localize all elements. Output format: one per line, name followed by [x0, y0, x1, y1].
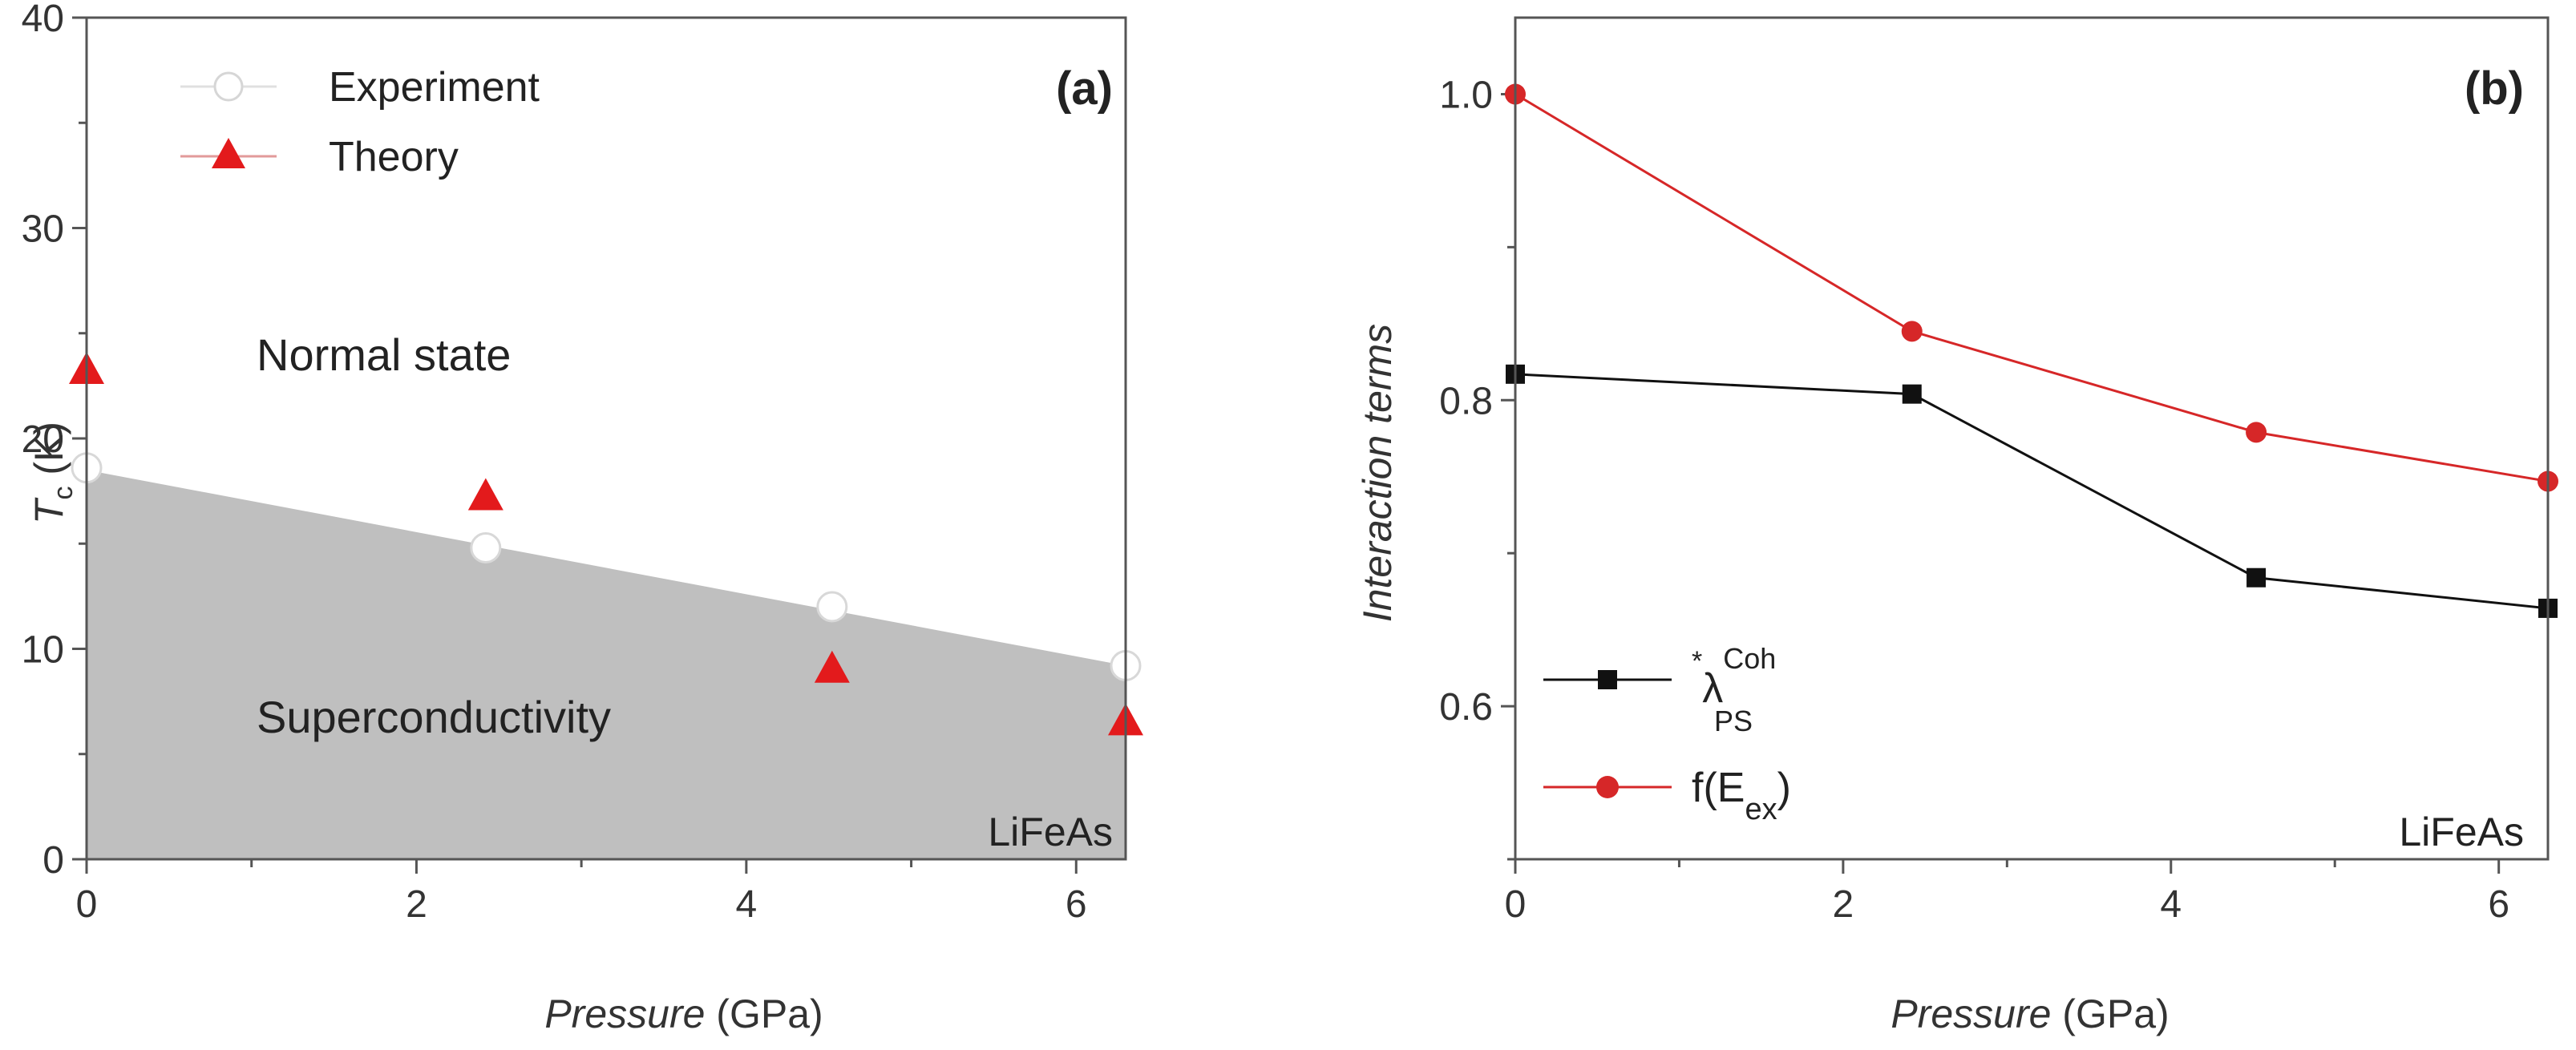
panel-a-sample-label: LiFeAs: [988, 810, 1113, 854]
panel-a-y-tick-label: 0: [42, 839, 64, 882]
panel-a-frame: [85, 16, 1127, 861]
f-eex-point: [1901, 321, 1923, 342]
panel-a-legend: Experiment Theory: [180, 64, 540, 180]
panel-b-x-tick-label: 0: [1505, 883, 1527, 926]
panel-a-x-ticks: 0 2 4 6: [76, 859, 1087, 926]
normal-state-annotation: Normal state: [257, 329, 511, 380]
panel-b: 0 2 4 6 0.6 0.8 1.0 (b) *λCoh PS f(Eex) LiFeAs…: [1355, 16, 2558, 1036]
panel-b-y-tick-label: 0.6: [1439, 686, 1493, 729]
panel-a-data-points: [69, 352, 1143, 736]
legend-experiment-label: Experiment: [329, 64, 540, 111]
legend-f-eex-marker: [1596, 776, 1619, 798]
legend-lambda-label: *λCoh PS: [1692, 642, 1776, 737]
panel-a-x-tick-label: 4: [736, 883, 758, 926]
panel-b-y-axis-title: Interaction terms: [1355, 324, 1400, 622]
lambda-series-line: [1514, 373, 2549, 610]
legend-experiment-marker: [213, 71, 244, 102]
panel-b-series: [1505, 83, 2558, 618]
panel-b-x-ticks: 0 2 4 6: [1505, 859, 2509, 926]
panel-b-x-tick-label: 6: [2488, 883, 2509, 926]
panel-a-y-tick-label: 10: [22, 629, 64, 672]
superconducting-region: [87, 470, 1126, 859]
panel-a-y-axis-title: Tc (K): [26, 422, 79, 524]
panel-a-y-ticks: 0 10 20 30 40: [22, 0, 87, 882]
panel-b-legend: *λCoh PS f(Eex): [1543, 642, 1791, 826]
panel-a-label: (a): [1056, 63, 1113, 115]
panel-b-x-tick-label: 2: [1833, 883, 1854, 926]
f-eex-point: [2246, 422, 2267, 443]
panel-b-x-axis-title: Pressure (GPa): [1891, 991, 2169, 1036]
panel-b-frame: [1514, 16, 2550, 861]
panel-a-y-tick-label: 20: [22, 418, 64, 461]
panel-b-x-tick-label: 4: [2160, 883, 2182, 926]
panel-a-y-tick-label: 40: [22, 0, 64, 40]
legend-theory-marker: [212, 138, 245, 168]
panel-b-y-ticks: 0.6 0.8 1.0: [1439, 74, 1515, 861]
panel-a: 0 2 4 6 0 10 20 30 40 (a) Experiment Theory Nor…: [22, 0, 1143, 1036]
panel-a-x-tick-label: 2: [406, 883, 427, 926]
superconductivity-annotation: Superconductivity: [257, 692, 611, 742]
theory-point: [467, 478, 503, 511]
panel-a-x-tick-label: 0: [76, 883, 98, 926]
panel-b-y-tick-label: 1.0: [1439, 74, 1493, 116]
panel-b-label: (b): [2465, 63, 2524, 115]
experiment-point: [816, 591, 848, 623]
experiment-point: [470, 532, 502, 563]
legend-f-eex-label: f(Eex): [1692, 765, 1791, 826]
lambda-point: [1902, 384, 1922, 404]
theory-point: [814, 650, 850, 683]
panel-b-y-tick-label: 0.8: [1439, 380, 1493, 422]
panel-b-sample-label: LiFeAs: [2399, 810, 2524, 854]
lambda-point: [2246, 567, 2267, 588]
panel-a-x-axis-title: Pressure (GPa): [544, 991, 823, 1036]
f-eex-series-line: [1514, 93, 2549, 483]
legend-lambda-marker: [1598, 670, 1617, 689]
legend-theory-label: Theory: [329, 134, 459, 180]
panel-a-x-tick-label: 6: [1066, 883, 1087, 926]
panel-a-y-tick-label: 30: [22, 208, 64, 251]
